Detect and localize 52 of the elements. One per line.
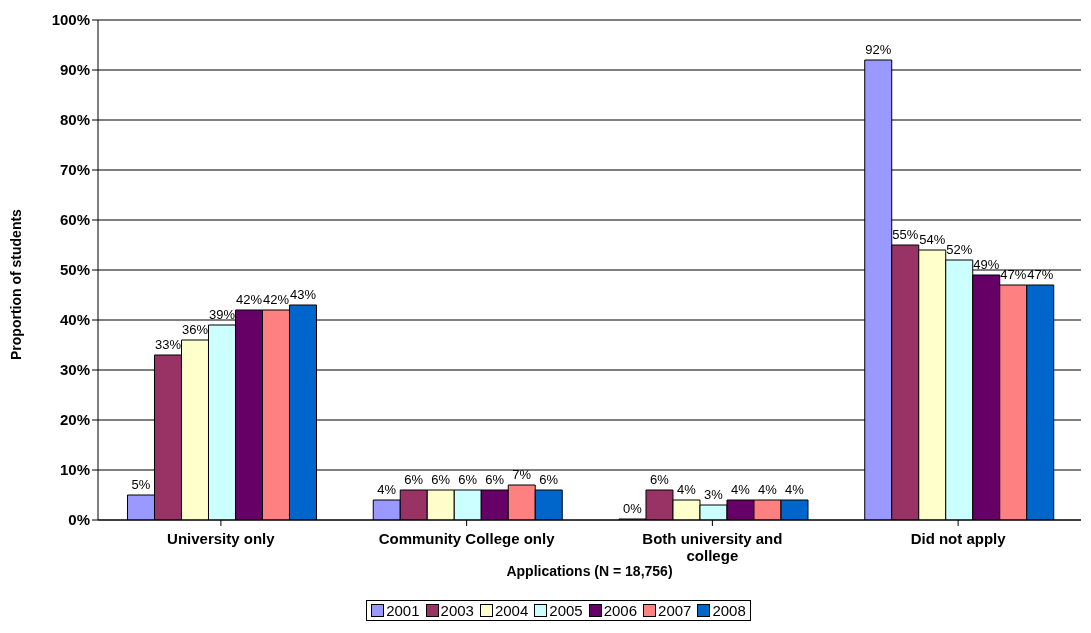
x-tick-label: Both university and college: [642, 530, 783, 564]
data-label: 6%: [485, 472, 505, 487]
data-label: 42%: [235, 292, 263, 307]
data-label: 47%: [1000, 267, 1027, 282]
data-label: 4%: [785, 482, 805, 497]
data-label: 47%: [1027, 267, 1054, 282]
x-axis-title: Applications (N = 18,756): [506, 563, 673, 579]
data-label: 52%: [946, 242, 973, 257]
legend-label: 2003: [440, 602, 474, 619]
data-label: 43%: [289, 287, 317, 302]
data-label: 42%: [262, 292, 290, 307]
legend-label: 2004: [494, 602, 529, 619]
data-label: 33%: [154, 337, 182, 352]
data-label: 39%: [208, 307, 236, 322]
legend-label: 2005: [549, 602, 583, 619]
data-label: 5%: [131, 477, 151, 492]
data-label: 6%: [431, 472, 451, 487]
data-label: 6%: [458, 472, 478, 487]
data-label: 36%: [181, 322, 209, 337]
y-tick-label: 90%: [59, 61, 90, 79]
data-label: 0%: [623, 501, 643, 516]
x-tick-label: Community College only: [378, 530, 556, 547]
y-tick-label: 30%: [59, 361, 90, 379]
data-label: 4%: [377, 482, 397, 497]
y-tick-label: 100%: [51, 11, 90, 29]
data-label: 7%: [512, 467, 532, 482]
data-label: 4%: [677, 482, 697, 497]
legend-label: 2007: [658, 602, 692, 619]
data-label: 6%: [539, 472, 559, 487]
x-tick-label: University only: [167, 530, 276, 547]
data-label: 54%: [919, 232, 946, 247]
y-tick-label: 40%: [59, 311, 90, 329]
data-label: 3%: [704, 487, 724, 502]
y-tick-label: 60%: [59, 211, 90, 229]
y-tick-label: 0%: [68, 511, 90, 529]
legend-label: 2008: [712, 602, 746, 619]
y-tick-label: 80%: [59, 111, 90, 129]
data-label: 92%: [865, 42, 892, 57]
y-tick-label: 20%: [59, 411, 90, 429]
x-tick-label: Did not apply: [910, 530, 1007, 547]
legend-label: 2001: [386, 602, 420, 619]
data-label: 49%: [973, 257, 1000, 272]
data-label: 4%: [731, 482, 751, 497]
legend-label: 2006: [603, 602, 638, 619]
data-label: 6%: [404, 472, 424, 487]
y-tick-label: 50%: [59, 261, 90, 279]
y-axis-title: Proportion of students: [7, 208, 24, 360]
y-tick-label: 10%: [59, 461, 90, 479]
y-tick-label: 70%: [59, 161, 90, 179]
data-label: 6%: [650, 472, 670, 487]
data-label: 55%: [892, 227, 919, 242]
data-label: 4%: [758, 482, 778, 497]
